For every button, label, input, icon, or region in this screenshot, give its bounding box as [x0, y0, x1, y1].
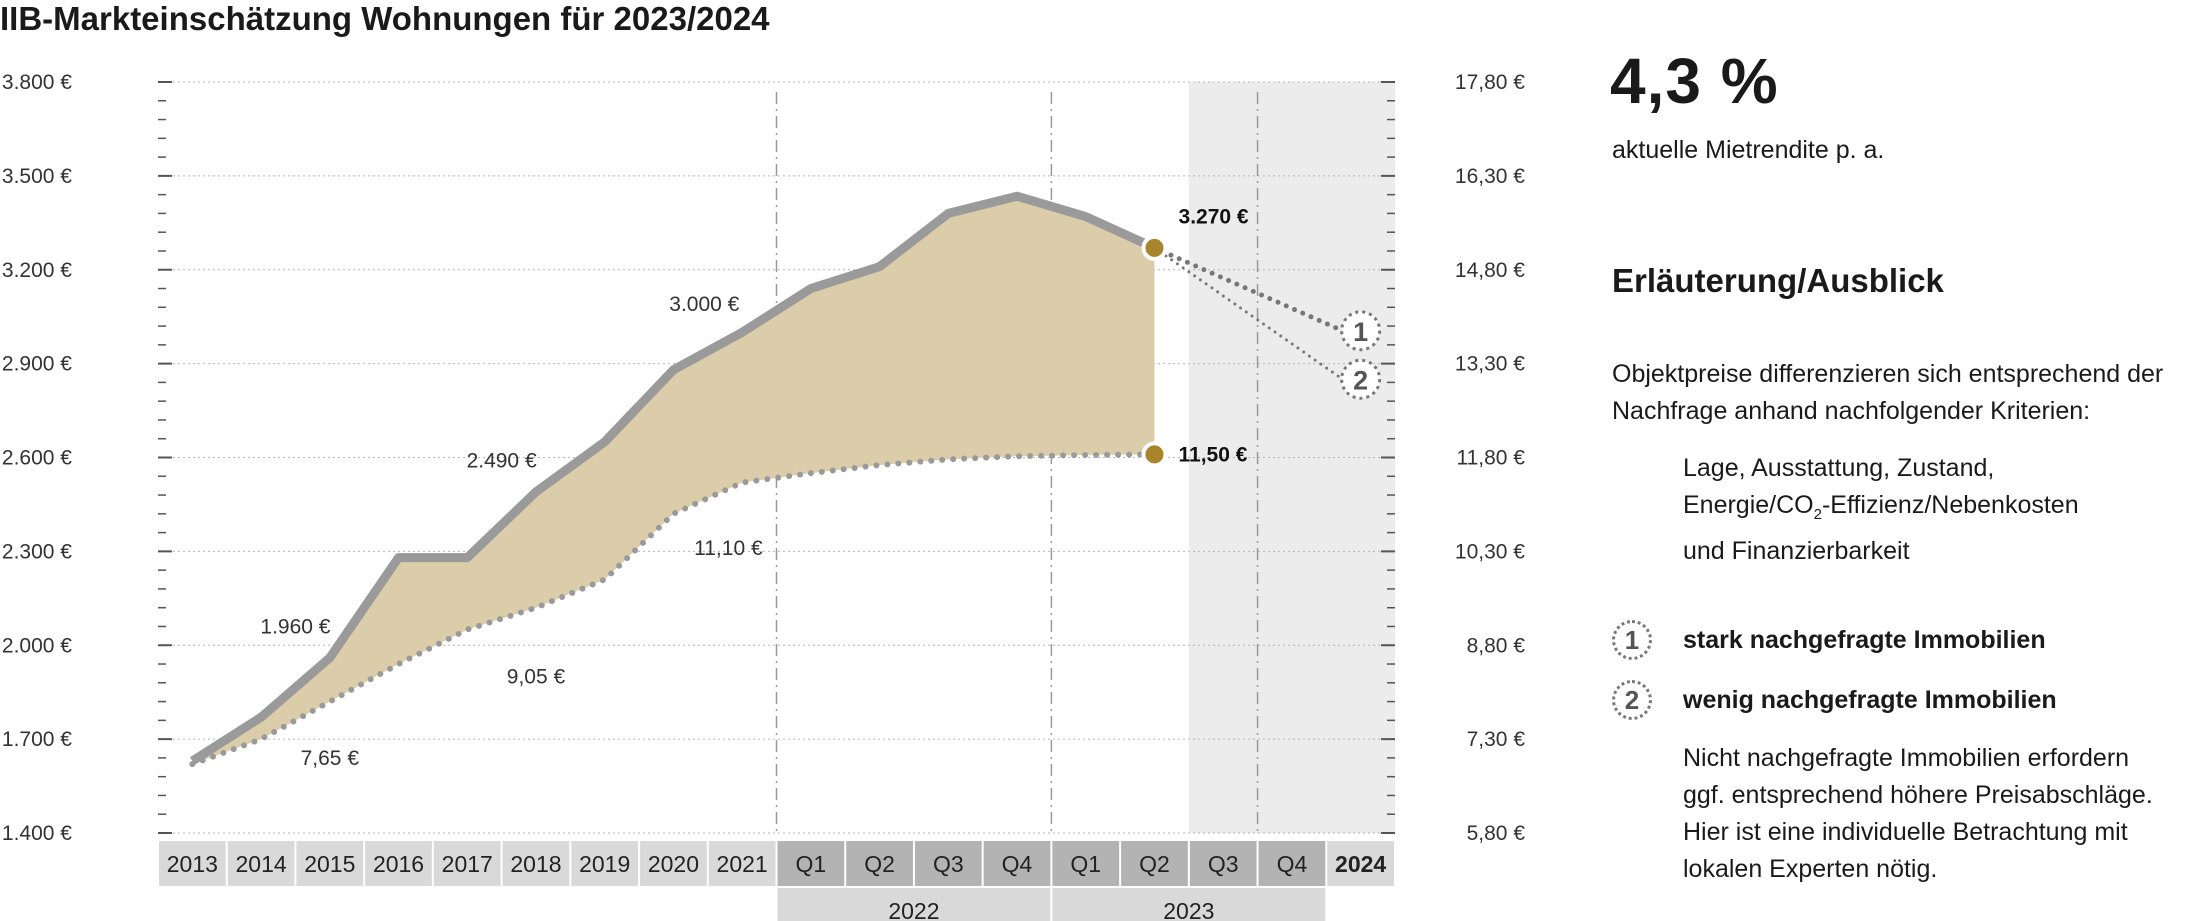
criteria-list: Lage, Ausstattung, Zustand, Energie/CO2-… [1683, 450, 2163, 570]
forecast-line-1 [1151, 245, 1346, 334]
data-label: 3.270 € [1179, 206, 1249, 229]
left-axis-tick-label: 2.600 € [2, 447, 72, 470]
left-axis-tick-label: 3.500 € [2, 165, 72, 188]
right-axis-tick-label: 13,30 € [1455, 353, 1525, 376]
x-tick-label: 2018 [510, 851, 561, 877]
right-axis-tick-label: 17,80 € [1455, 71, 1525, 94]
rent-endpoint-dot [1141, 441, 1168, 468]
x-category-cell [365, 841, 432, 886]
left-axis-tick-label: 2.000 € [2, 634, 72, 657]
left-axis-tick-label: 1.400 € [2, 822, 72, 845]
x-tick-label: 2024 [1335, 851, 1386, 877]
data-label: 11,10 € [694, 537, 763, 560]
price-rent-gap-area [192, 196, 1155, 765]
criteria-line-2: Energie/CO2-Effizienz/Nebenkosten [1683, 491, 2079, 523]
x-tick-label: Q3 [933, 851, 964, 877]
left-axis-tick-label: 3.200 € [2, 259, 72, 282]
criteria-line-1: Lage, Ausstattung, Zustand, [1683, 454, 1995, 482]
rent-line [189, 451, 1158, 768]
outlook-note: Nicht nachgefragte Immobilien erfordern … [1683, 744, 2153, 883]
x-tick-label: 2014 [235, 851, 286, 877]
x-category-cell [433, 841, 501, 886]
x-tick-label: 2016 [373, 851, 424, 877]
x-category-cell [708, 841, 776, 886]
legend-1-label: stark nachgefragte Immobilien [1683, 625, 2046, 654]
rental-yield-value: 4,3 % [1610, 45, 1779, 117]
x-category-cell [571, 841, 639, 886]
x-tick-label: 2019 [579, 851, 630, 877]
forecast-marker-label: 1 [1353, 317, 1368, 347]
x-category-cell [1258, 841, 1326, 886]
right-axis-tick-label: 16,30 € [1455, 165, 1525, 188]
legend-item-2: 2 wenig nachgefragte Immobilien [1612, 680, 2057, 720]
x-group-label: 2023 [1163, 898, 1214, 921]
x-tick-label: Q2 [1139, 851, 1170, 877]
x-tick-label: Q4 [1002, 851, 1033, 877]
x-category-cell [640, 841, 707, 886]
left-axis-tick-label: 1.700 € [2, 728, 72, 751]
legend-2-label: wenig nachgefragte Immobilien [1683, 685, 2057, 714]
chart-title: IIB-Markteinschätzung Wohnungen für 2023… [0, 0, 770, 37]
data-label: 9,05 € [507, 666, 566, 689]
rental-yield-label: aktuelle Mietrendite p. a. [1612, 136, 1885, 164]
price-endpoint-dot [1141, 234, 1168, 261]
x-category-cell [846, 841, 913, 886]
x-category-cell [777, 841, 845, 886]
left-axis-tick-label: 3.800 € [2, 71, 72, 94]
outlook-intro: Objektpreise differenzieren sich entspre… [1612, 360, 2164, 425]
x-category-cell [983, 841, 1051, 886]
x-tick-label: 2015 [304, 851, 355, 877]
criteria-line-3: und Finanzierbarkeit [1683, 537, 1910, 565]
x-category-cell [1121, 841, 1188, 886]
legend-item-1: 1 stark nachgefragte Immobilien [1612, 620, 2046, 660]
x-category-cell [1052, 841, 1120, 886]
forecast-marker-2 [1340, 358, 1382, 400]
price-line [189, 191, 1157, 765]
data-label: 11,50 € [1179, 443, 1248, 466]
right-axis-tick-label: 8,80 € [1467, 634, 1526, 657]
forecast-marker-label: 2 [1353, 365, 1368, 395]
x-category-cell [502, 841, 570, 886]
x-tick-label: 2017 [442, 851, 493, 877]
x-tick-label: 2021 [717, 851, 768, 877]
x-category-cell [227, 841, 295, 886]
data-label: 7,65 € [301, 747, 360, 770]
right-axis-tick-label: 7,30 € [1467, 728, 1526, 751]
x-category-cell [1327, 841, 1394, 886]
left-axis-tick-label: 2.300 € [2, 540, 72, 563]
x-tick-label: Q2 [864, 851, 895, 877]
x-tick-label: 2013 [167, 851, 218, 877]
x-tick-label: Q4 [1277, 851, 1308, 877]
data-label: 1.960 € [260, 615, 330, 638]
x-category-cell [914, 841, 982, 886]
x-group-cell [1052, 888, 1326, 921]
right-axis-tick-label: 10,30 € [1455, 540, 1525, 563]
right-axis-tick-label: 14,80 € [1455, 259, 1525, 282]
data-label: 2.490 € [467, 450, 537, 473]
outlook-heading: Erläuterung/Ausblick [1612, 262, 1944, 299]
x-group-label: 2022 [888, 898, 939, 921]
x-category-cell [296, 841, 364, 886]
marker-1-icon: 1 [1612, 620, 1652, 660]
x-tick-label: Q3 [1208, 851, 1239, 877]
x-category-cell [159, 841, 226, 886]
x-tick-label: Q1 [1070, 851, 1101, 877]
price-rent-chart: 1.400 € 1.700 € 2.000 € 2.300 € 2.600 € 2.900… [2, 71, 1526, 921]
data-label: 3.000 € [669, 293, 739, 316]
forecast-marker-1 [1340, 310, 1382, 352]
right-axis-tick-label: 5,80 € [1467, 822, 1526, 845]
right-axis-tick-label: 11,80 € [1456, 447, 1525, 470]
x-tick-label: 2020 [648, 851, 699, 877]
left-axis-tick-label: 2.900 € [2, 353, 72, 376]
marker-2-icon: 2 [1612, 680, 1652, 720]
x-tick-label: Q1 [796, 851, 827, 877]
x-category-cell [1189, 841, 1257, 886]
x-group-cell [777, 888, 1051, 921]
